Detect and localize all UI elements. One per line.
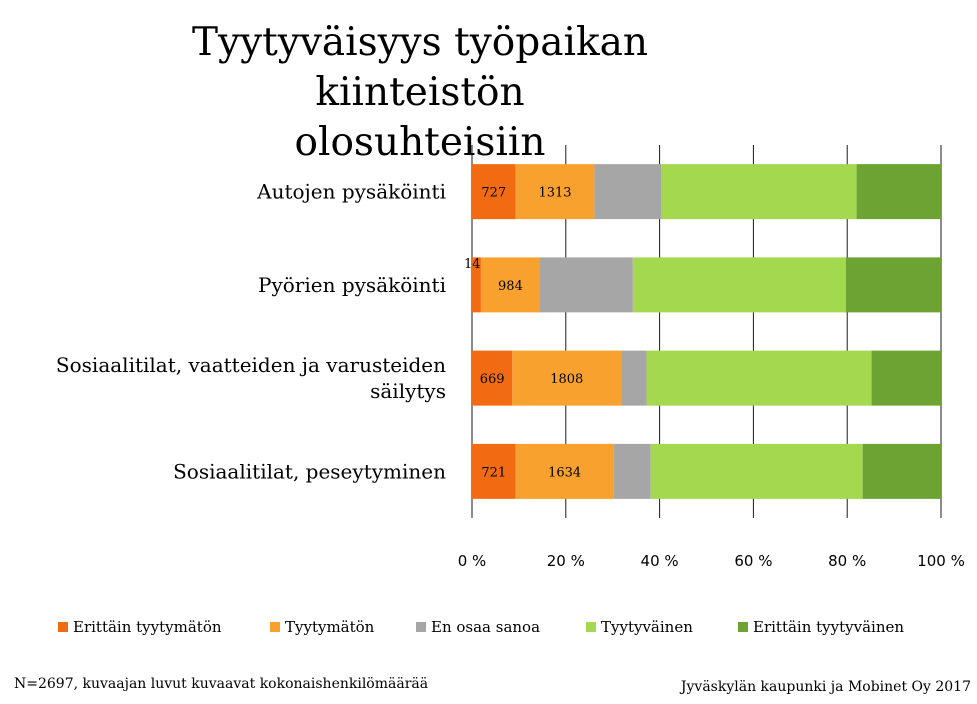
legend-swatch (270, 622, 280, 632)
category-label: Sosiaalitilat, peseytyminen (173, 459, 446, 483)
chart-title: Tyytyväisyys työpaikan kiinteistön olosu… (100, 18, 740, 168)
bar-segment (845, 257, 941, 313)
x-tick-label: 40 % (641, 552, 679, 570)
chart-legend: Erittäin tyytymätön Tyytymätön En osaa s… (58, 618, 958, 640)
legend-swatch (58, 622, 68, 632)
legend-label: En osaa sanoa (431, 618, 541, 636)
data-label: 669 (480, 372, 505, 387)
bar-segment (472, 257, 481, 313)
bar-segment (650, 443, 863, 499)
x-tick-label: 60 % (734, 552, 772, 570)
data-label: 721 (481, 465, 506, 480)
bar-segment (472, 164, 516, 220)
bar-segment (632, 257, 846, 313)
chart-title-line-2: olosuhteisiin (294, 120, 546, 165)
bar-segment (515, 443, 614, 499)
legend-label: Erittäin tyytymätön (73, 618, 222, 636)
legend-item-en-osaa-sanoa: En osaa sanoa (416, 618, 540, 636)
category-label: säilytys (370, 379, 446, 403)
bar-segment (515, 164, 595, 220)
data-label: 727 (481, 186, 506, 201)
legend-item-erittain-tyytyvainen: Erittäin tyytyväinen (738, 618, 904, 636)
bar-segment (646, 350, 872, 406)
legend-label: Tyytyväinen (601, 618, 693, 636)
data-label: 1313 (538, 186, 571, 201)
legend-label: Tyytymätön (285, 618, 375, 636)
bar-segment (594, 164, 662, 220)
bar-segment (540, 257, 633, 313)
category-label: Pyörien pysäköinti (258, 273, 446, 297)
bar-segment (862, 443, 941, 499)
bar-segment (856, 164, 941, 220)
legend-item-erittain-tyytymaton: Erittäin tyytymätön (58, 618, 222, 636)
source-credit: Jyväskylän kaupunki ja Mobinet Oy 2017 (680, 679, 971, 695)
bar-chart: 0 % 20 % 40 % 60 % 80 % 100 % 727 1313 Autojen p… (56, 145, 965, 570)
data-label: 984 (498, 279, 523, 294)
bar-segment (621, 350, 647, 406)
x-tick-label: 100 % (917, 552, 965, 570)
bar-segment (472, 443, 516, 499)
bar-segment (613, 443, 651, 499)
bar-segment (472, 350, 513, 406)
legend-label: Erittäin tyytyväinen (753, 618, 905, 636)
bar-segment (512, 350, 622, 406)
category-label: Autojen pysäköinti (256, 180, 446, 204)
data-label: 1808 (550, 372, 583, 387)
legend-swatch (586, 622, 596, 632)
bar-segment (661, 164, 857, 220)
bar-segment (871, 350, 941, 406)
legend-item-tyytyvainen: Tyytyväinen (586, 618, 693, 636)
x-tick-label: 20 % (547, 552, 585, 570)
x-tick-label: 80 % (828, 552, 866, 570)
bar-segment (480, 257, 541, 313)
legend-item-tyytymaton: Tyytymätön (270, 618, 374, 636)
chart-title-line-1: Tyytyväisyys työpaikan kiinteistön (192, 20, 648, 115)
legend-swatch (416, 622, 426, 632)
footnote: N=2697, kuvaajan luvut kuvaavat kokonais… (14, 676, 429, 692)
data-label: 1634 (548, 465, 581, 480)
category-label: Sosiaalitilat, vaatteiden ja varusteiden (56, 353, 446, 377)
x-tick-label: 0 % (458, 552, 487, 570)
legend-swatch (738, 622, 748, 632)
